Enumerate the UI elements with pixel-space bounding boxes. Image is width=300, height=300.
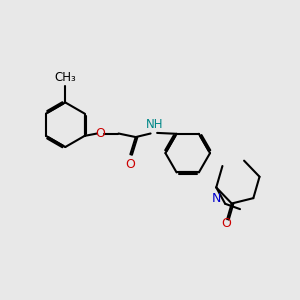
Text: CH₃: CH₃ [54,71,76,84]
Text: O: O [221,217,231,230]
Text: NH: NH [146,118,163,130]
Text: O: O [95,127,105,140]
Text: N: N [212,192,221,205]
Text: O: O [125,158,135,171]
